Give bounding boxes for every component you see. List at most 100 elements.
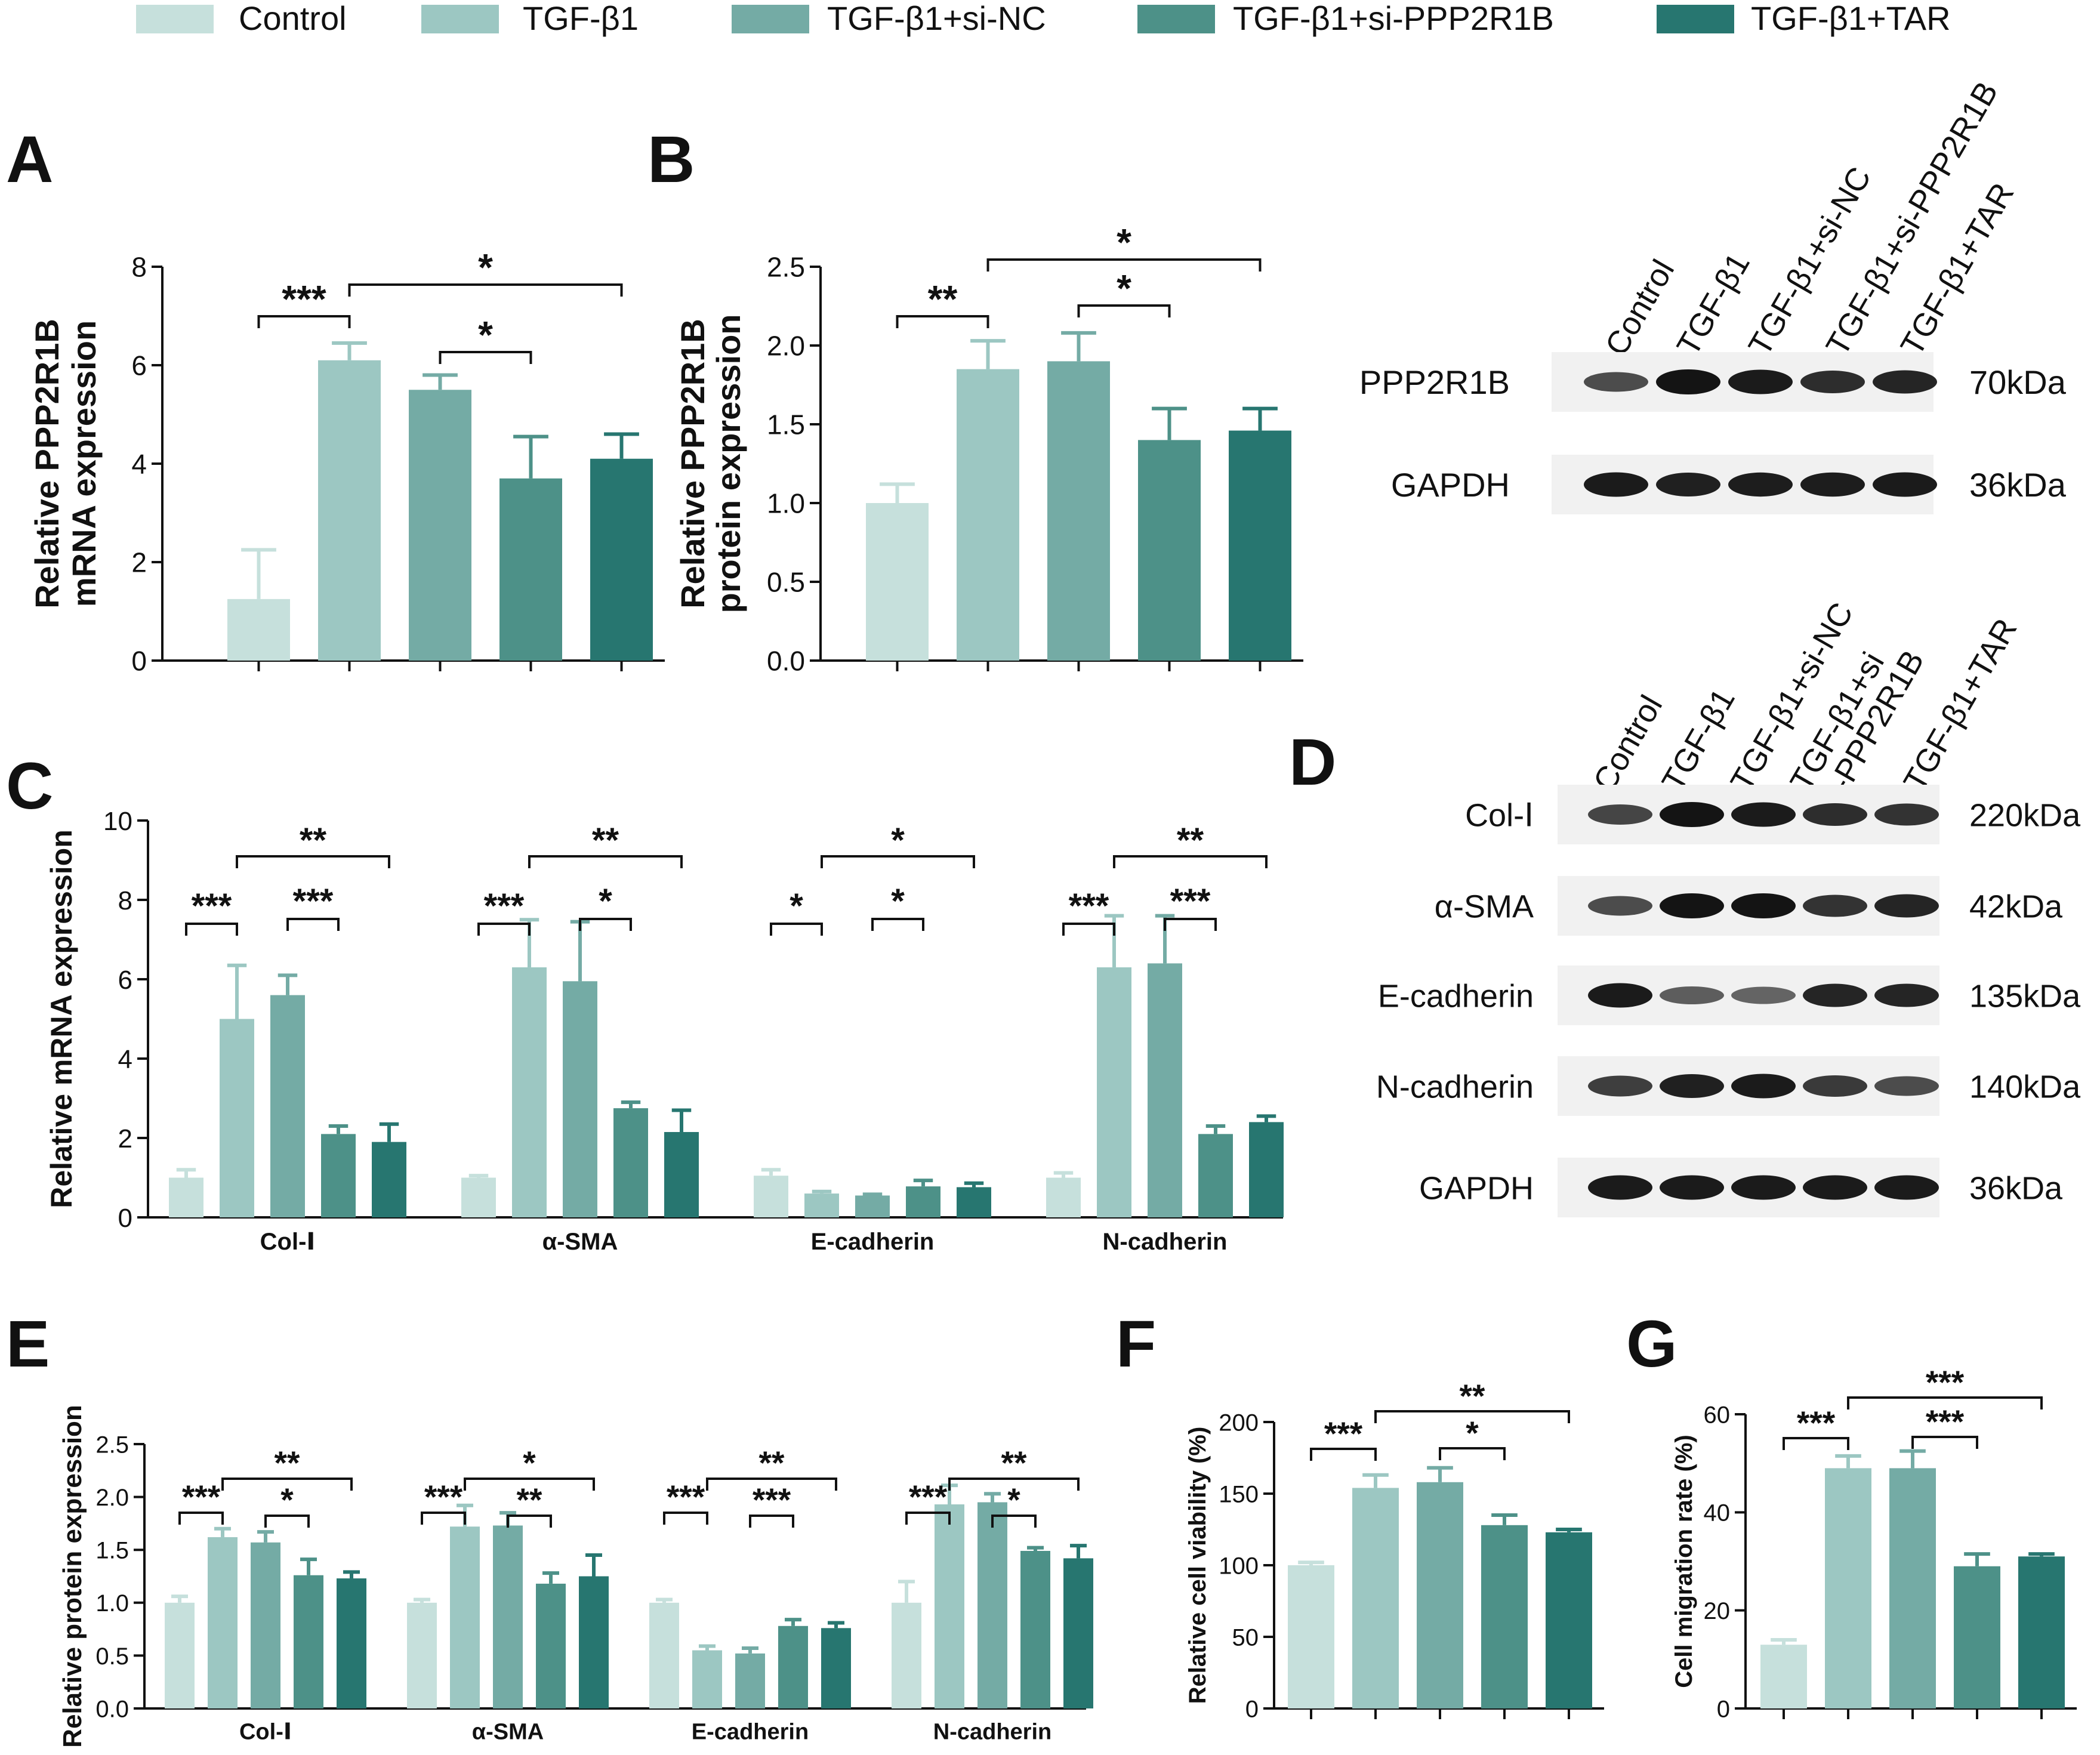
legend-label-si-ppp2r1b: TGF-β1+si-PPP2R1B bbox=[1233, 0, 1554, 37]
bar-tgf-1-si-nc bbox=[409, 390, 471, 661]
legend-label-si-nc: TGF-β1+si-NC bbox=[827, 0, 1046, 37]
bar-tgf-1 bbox=[804, 1193, 839, 1217]
legend: Control TGF-β1 TGF-β1+si-NC TGF-β1+si-PP… bbox=[136, 0, 1951, 37]
bar-tgf-1-tar bbox=[590, 458, 653, 661]
blot-band bbox=[1728, 369, 1793, 394]
significance-label: * bbox=[891, 821, 905, 860]
bar-tgf-1-si-nc bbox=[1417, 1482, 1463, 1708]
bar-tgf-1-si-nc bbox=[855, 1195, 890, 1217]
y-tick-label: 0.5 bbox=[95, 1643, 129, 1670]
significance-label: * bbox=[1117, 267, 1131, 310]
y-axis-label: mRNA expression bbox=[65, 320, 103, 607]
y-tick-label: 0 bbox=[1245, 1696, 1259, 1722]
blot-band bbox=[1656, 473, 1720, 496]
bar-tgf-1-tar bbox=[2018, 1556, 2065, 1708]
bar-tgf-1-si-ppp2r1b bbox=[1954, 1566, 2000, 1708]
panel-label-d: D bbox=[1289, 726, 1336, 799]
blot-band bbox=[1873, 472, 1937, 497]
significance-bracket bbox=[991, 1515, 1037, 1528]
y-tick-label: 8 bbox=[118, 886, 132, 915]
significance-bracket bbox=[1164, 918, 1217, 931]
blot-band bbox=[1660, 802, 1724, 827]
blot-size-label: 42kDa bbox=[1969, 889, 2063, 924]
y-tick-label: 2.5 bbox=[767, 252, 805, 283]
significance-bracket bbox=[185, 923, 238, 936]
bar-tgf-1-si-nc bbox=[270, 995, 305, 1217]
significance-label: ** bbox=[592, 821, 619, 860]
y-tick-label: 0 bbox=[118, 1204, 132, 1233]
blot-band bbox=[1731, 802, 1796, 827]
bar-tgf-1-si-ppp2r1b bbox=[778, 1626, 808, 1708]
blot-band bbox=[1660, 1074, 1724, 1098]
y-tick-label: 1.5 bbox=[95, 1538, 129, 1564]
bar-tgf-1-si-ppp2r1b bbox=[1198, 1134, 1233, 1217]
significance-label: *** bbox=[1170, 882, 1211, 921]
significance-label: *** bbox=[909, 1478, 948, 1515]
lane-label: Control bbox=[1598, 254, 1681, 362]
significance-label: *** bbox=[424, 1478, 463, 1515]
blot-band bbox=[1731, 1175, 1796, 1200]
bar-tgf-1 bbox=[450, 1526, 480, 1708]
bar-tgf-1-tar bbox=[664, 1132, 699, 1217]
blot-band bbox=[1660, 986, 1724, 1004]
significance-bracket bbox=[1847, 1396, 2043, 1409]
x-category-label: N-cadherin bbox=[933, 1719, 1051, 1744]
y-tick-label: 10 bbox=[103, 807, 132, 836]
legend-label-tar: TGF-β1+TAR bbox=[1751, 0, 1951, 37]
bar-control bbox=[892, 1602, 921, 1708]
significance-bracket bbox=[257, 315, 351, 328]
significance-label: ** bbox=[1460, 1377, 1485, 1414]
bar-tgf-1-si-nc bbox=[493, 1525, 523, 1708]
blot-band bbox=[1588, 1075, 1652, 1097]
significance-label: * bbox=[891, 882, 905, 921]
bar-control bbox=[461, 1177, 496, 1217]
bar-control bbox=[227, 599, 290, 661]
y-axis-label: Cell migration rate (%) bbox=[1671, 1435, 1697, 1688]
bar-tgf-1-tar bbox=[1249, 1122, 1284, 1217]
blot-band bbox=[1584, 472, 1648, 497]
bar-tgf-1-si-nc bbox=[1889, 1468, 1936, 1708]
y-tick-label: 4 bbox=[118, 1045, 132, 1074]
bar-control bbox=[754, 1176, 788, 1217]
y-tick-label: 2.5 bbox=[95, 1432, 129, 1458]
panel-c-chart: 0 2 4 6 8 10 Relative mRNA expression Col-Ⅰ α-SM… bbox=[45, 807, 1284, 1255]
panel-f-chart: 0 50 100 150 200 Relative cell viability (%) *… bbox=[1185, 1377, 1604, 1722]
significance-label: *** bbox=[192, 887, 232, 926]
legend-swatch-tar bbox=[1657, 5, 1734, 33]
bar-tgf-1 bbox=[957, 369, 1019, 661]
significance-label: *** bbox=[1069, 887, 1109, 926]
blot-protein-label: Col-Ⅰ bbox=[1465, 797, 1534, 833]
significance-bracket bbox=[421, 1512, 466, 1525]
significance-bracket bbox=[348, 283, 623, 297]
x-category-label: Col-Ⅰ bbox=[239, 1719, 292, 1744]
x-category-label: N-cadherin bbox=[1103, 1229, 1228, 1255]
significance-bracket bbox=[896, 315, 989, 328]
bar-tgf-1-si-nc bbox=[735, 1653, 765, 1708]
blot-band bbox=[1731, 1074, 1796, 1099]
y-axis-label: protein expression bbox=[710, 314, 747, 613]
significance-bracket bbox=[507, 1515, 552, 1528]
legend-swatch-si-ppp2r1b bbox=[1137, 5, 1215, 33]
y-axis-label: Relative PPP2R1B bbox=[28, 319, 66, 609]
significance-bracket bbox=[871, 918, 924, 931]
y-tick-label: 2 bbox=[131, 547, 147, 578]
bar-tgf-1 bbox=[220, 1019, 254, 1217]
bar-tgf-1 bbox=[1825, 1468, 1871, 1708]
blot-band bbox=[1588, 983, 1652, 1008]
significance-label: ** bbox=[1001, 1444, 1027, 1481]
bar-tgf-1 bbox=[1352, 1488, 1399, 1708]
significance-bracket bbox=[1310, 1448, 1377, 1461]
significance-label: * bbox=[1117, 221, 1131, 264]
panel-label-g: G bbox=[1626, 1307, 1677, 1381]
y-tick-label: 2.0 bbox=[767, 331, 805, 362]
bar-tgf-1-si-nc bbox=[977, 1502, 1007, 1708]
blot-size-label: 36kDa bbox=[1969, 1170, 2063, 1206]
blot-protein-label: GAPDH bbox=[1391, 466, 1510, 504]
significance-bracket bbox=[477, 923, 531, 936]
blot-band bbox=[1588, 804, 1652, 825]
bar-tgf-1-si-ppp2r1b bbox=[906, 1186, 940, 1217]
bar-tgf-1 bbox=[692, 1650, 722, 1708]
